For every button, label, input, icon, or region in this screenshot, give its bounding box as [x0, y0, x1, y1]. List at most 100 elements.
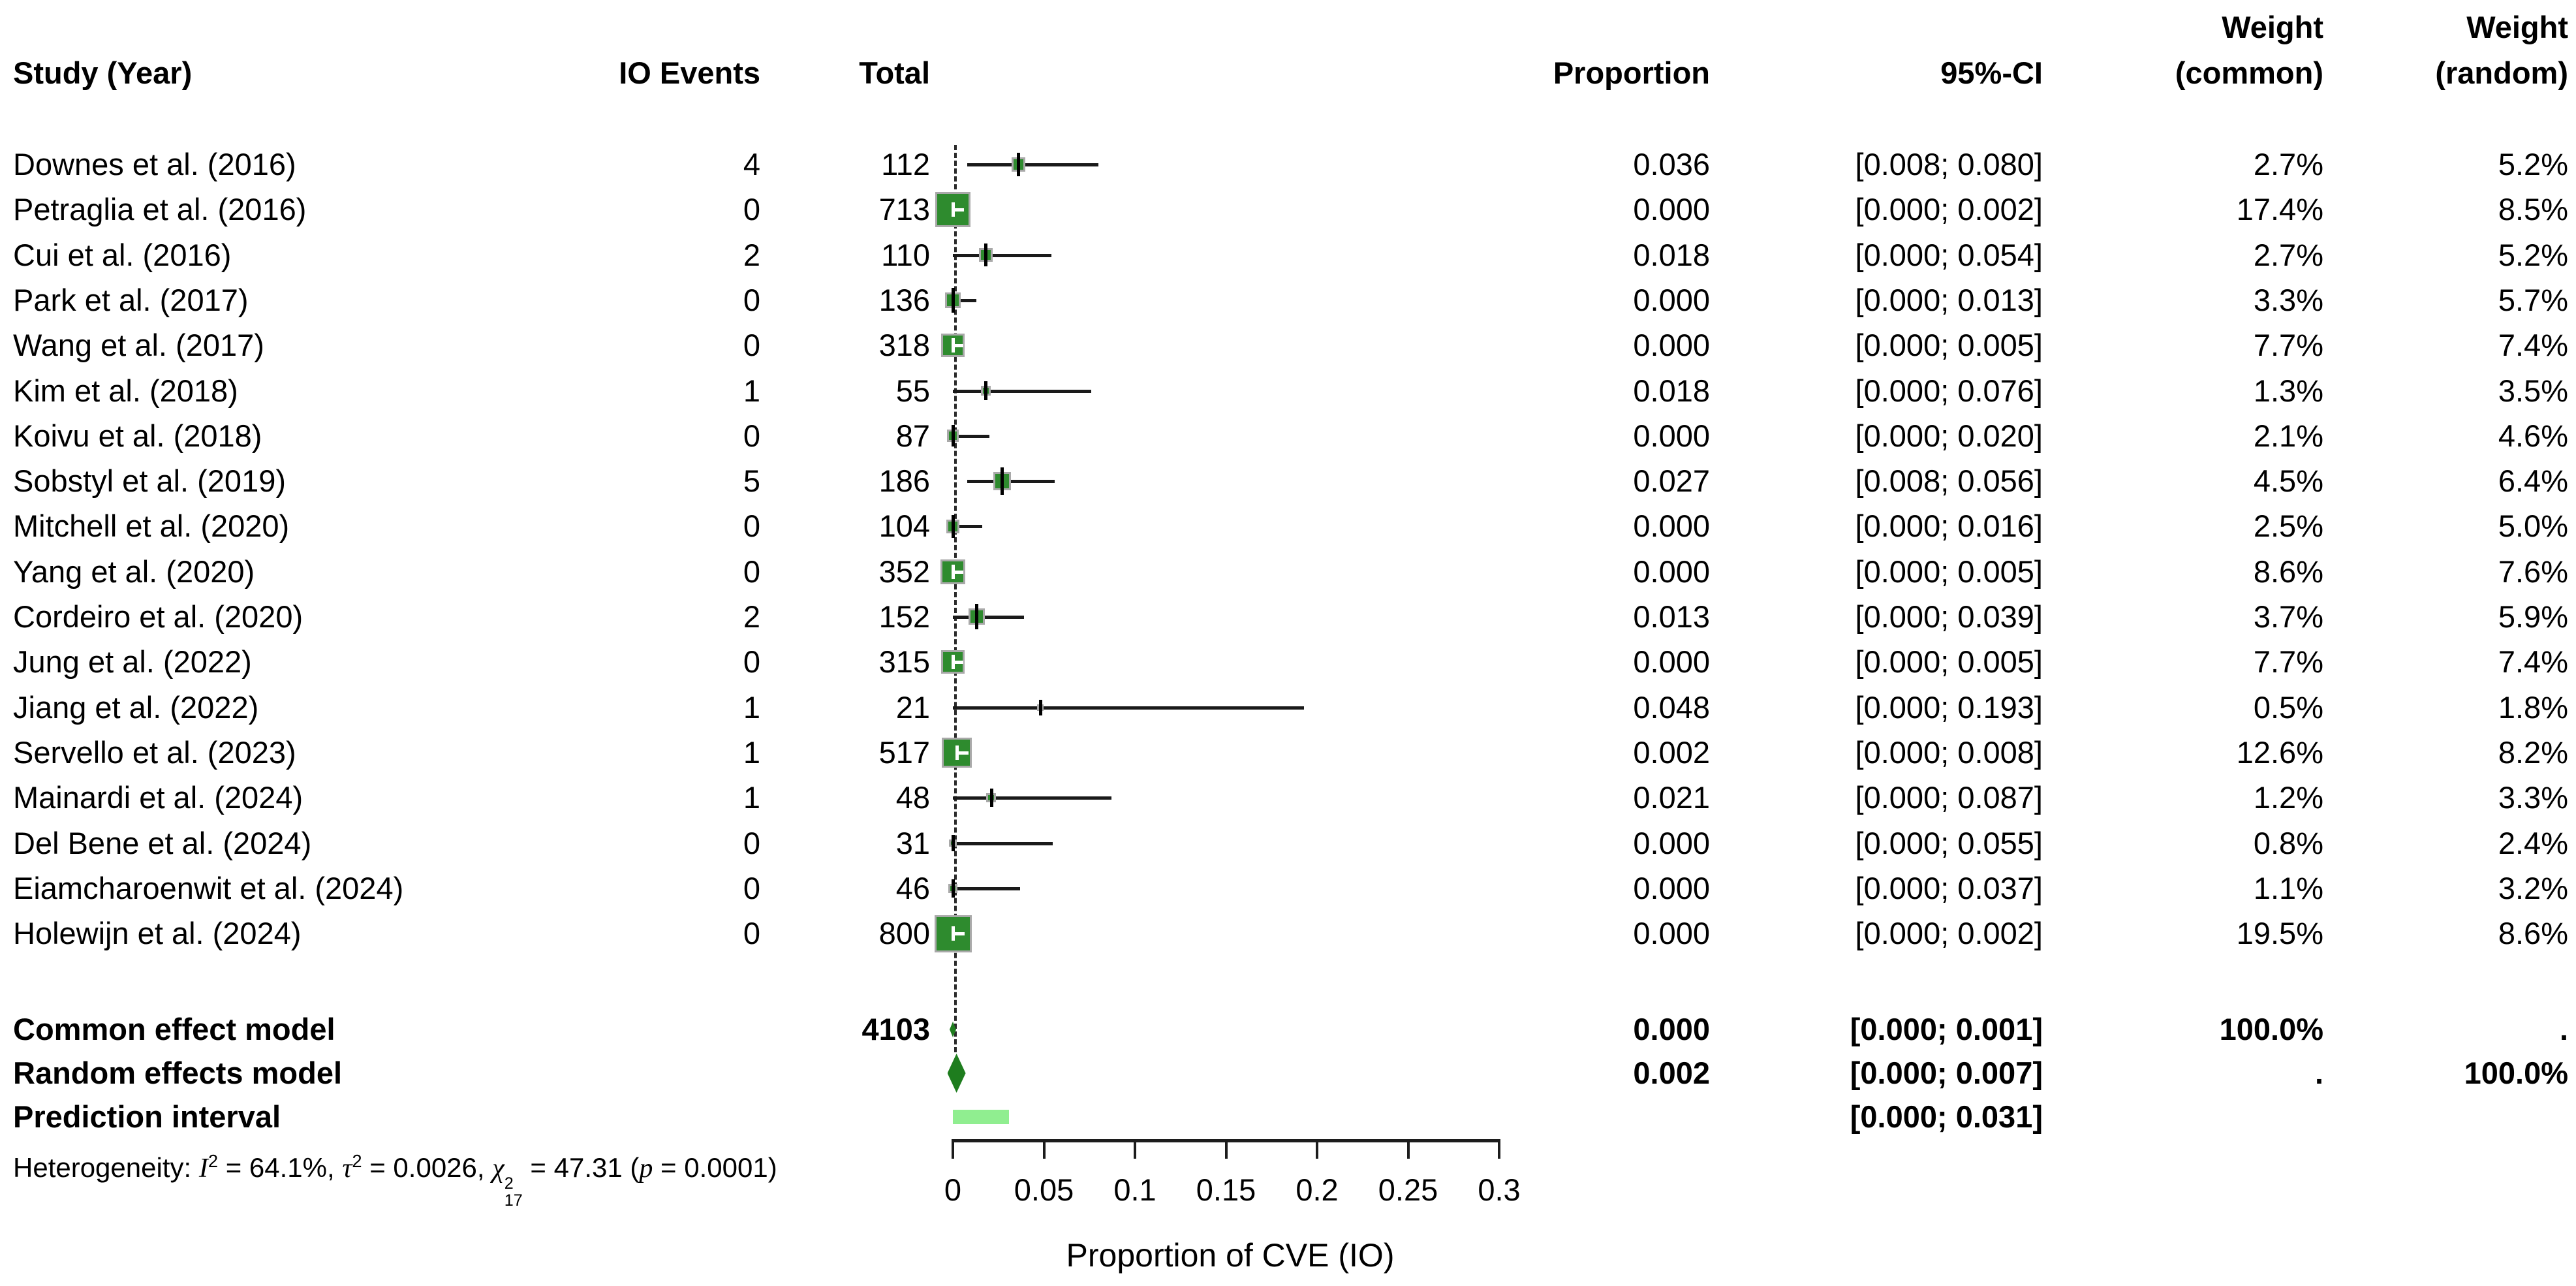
study-cell: Cui et al. (2016) — [13, 237, 232, 272]
col-header-events: IO Events — [619, 55, 760, 90]
study-cell: Kim et al. (2018) — [13, 373, 238, 408]
weight-random-cell: 3.2% — [2498, 870, 2568, 905]
weight-common-cell: 1.1% — [2253, 870, 2323, 905]
point-estimate-tick — [984, 243, 988, 267]
summary-prediction-ci: [0.000; 0.031] — [1850, 1099, 2043, 1134]
het-chi-value: = 47.31 ( — [522, 1152, 640, 1183]
events-cell: 2 — [743, 599, 760, 634]
ci-cell: [0.000; 0.016] — [1855, 509, 2043, 544]
ci-cell: [0.000; 0.002] — [1855, 192, 2043, 227]
ci-whisker — [953, 841, 1053, 845]
summary-common-total: 4103 — [861, 1012, 930, 1046]
events-cell: 0 — [743, 328, 760, 363]
x-axis-title: Proportion of CVE (IO) — [1066, 1237, 1395, 1274]
point-estimate-tick — [989, 789, 993, 808]
het-i-value: = 64.1%, — [218, 1152, 343, 1183]
point-estimate-tick — [955, 745, 959, 760]
heterogeneity-note: Heterogeneity: I2 = 64.1%, τ2 = 0.0026, … — [13, 1138, 777, 1209]
x-axis-tick-label: 0.15 — [1196, 1172, 1256, 1207]
ci-cell: [0.000; 0.002] — [1855, 916, 2043, 951]
events-cell: 1 — [743, 373, 760, 408]
het-p-symbol: p — [639, 1153, 653, 1184]
x-axis-tick-label: 0.2 — [1296, 1172, 1339, 1207]
ci-stub — [954, 932, 965, 936]
x-axis-tick — [1042, 1139, 1046, 1159]
ci-stub — [957, 751, 969, 755]
total-cell: 713 — [878, 192, 930, 227]
ci-cell: [0.000; 0.013] — [1855, 282, 2043, 317]
total-cell: 186 — [878, 463, 930, 499]
total-cell: 517 — [878, 734, 930, 770]
study-cell: Eiamcharoenwit et al. (2024) — [13, 870, 404, 905]
point-estimate-tick — [984, 381, 988, 400]
summary-random-weight-random: 100.0% — [2464, 1056, 2568, 1090]
ci-cell: [0.008; 0.056] — [1855, 463, 2043, 499]
summary-random-ci: [0.000; 0.007] — [1850, 1056, 2043, 1090]
weight-random-cell: 5.2% — [2498, 147, 2568, 181]
prediction-interval-bar — [953, 1110, 1010, 1124]
ci-cell: [0.000; 0.005] — [1855, 328, 2043, 363]
weight-common-cell: 1.2% — [2253, 780, 2323, 815]
het-tau-exponent: 2 — [352, 1151, 362, 1171]
weight-common-cell: 3.7% — [2253, 599, 2323, 634]
summary-random-weight-common: . — [2314, 1056, 2323, 1090]
col-header-total: Total — [859, 55, 930, 90]
weight-common-cell: 3.3% — [2253, 282, 2323, 317]
weight-random-cell: 8.6% — [2498, 916, 2568, 951]
ci-cell: [0.000; 0.076] — [1855, 373, 2043, 408]
total-cell: 136 — [878, 282, 930, 317]
pooled-estimate-dashed-line — [954, 145, 957, 1052]
total-cell: 352 — [878, 554, 930, 589]
proportion-cell: 0.000 — [1633, 870, 1710, 905]
proportion-cell: 0.000 — [1633, 825, 1710, 860]
events-cell: 5 — [743, 463, 760, 499]
proportion-cell: 0.000 — [1633, 509, 1710, 544]
col-header-study: Study (Year) — [13, 55, 193, 90]
events-cell: 2 — [743, 237, 760, 272]
events-cell: 0 — [743, 825, 760, 860]
effect-square — [940, 650, 965, 674]
weight-random-cell: 5.9% — [2498, 599, 2568, 634]
ci-cell: [0.000; 0.193] — [1855, 689, 2043, 725]
study-cell: Petraglia et al. (2016) — [13, 192, 307, 227]
proportion-cell: 0.027 — [1633, 463, 1710, 499]
x-axis-tick — [1224, 1139, 1228, 1159]
point-estimate-tick — [1001, 467, 1004, 495]
total-cell: 318 — [878, 328, 930, 363]
weight-random-cell: 3.5% — [2498, 373, 2568, 408]
ci-whisker — [953, 434, 989, 438]
point-estimate-tick — [952, 655, 955, 670]
weight-random-cell: 5.0% — [2498, 509, 2568, 544]
weight-common-cell: 0.8% — [2253, 825, 2323, 860]
total-cell: 112 — [881, 147, 930, 181]
events-cell: 0 — [743, 282, 760, 317]
study-cell: Yang et al. (2020) — [13, 554, 255, 589]
ci-cell: [0.000; 0.037] — [1855, 870, 2043, 905]
total-cell: 21 — [895, 689, 930, 725]
point-estimate-tick — [952, 926, 955, 941]
events-cell: 4 — [743, 147, 760, 181]
x-axis-tick-label: 0 — [944, 1172, 962, 1207]
ci-cell: [0.000; 0.055] — [1855, 825, 2043, 860]
total-cell: 46 — [895, 870, 930, 905]
het-chi-scripts: 2 17 — [504, 1174, 523, 1210]
summary-random-proportion: 0.002 — [1633, 1056, 1710, 1090]
events-cell: 0 — [743, 554, 760, 589]
weight-common-cell: 8.6% — [2253, 554, 2323, 589]
point-estimate-tick — [952, 564, 955, 579]
ci-stub — [954, 570, 963, 574]
x-axis-tick-label: 0.25 — [1378, 1172, 1438, 1207]
ci-stub — [954, 661, 963, 665]
study-cell: Del Bene et al. (2024) — [13, 825, 312, 860]
summary-common-proportion: 0.000 — [1633, 1012, 1710, 1046]
ci-whisker — [953, 525, 982, 529]
point-estimate-tick — [975, 604, 979, 630]
total-cell: 152 — [878, 599, 930, 634]
summary-random-label: Random effects model — [13, 1056, 343, 1090]
het-i-symbol: I — [198, 1153, 208, 1184]
weight-common-cell: 1.3% — [2253, 373, 2323, 408]
point-estimate-tick — [952, 834, 955, 852]
